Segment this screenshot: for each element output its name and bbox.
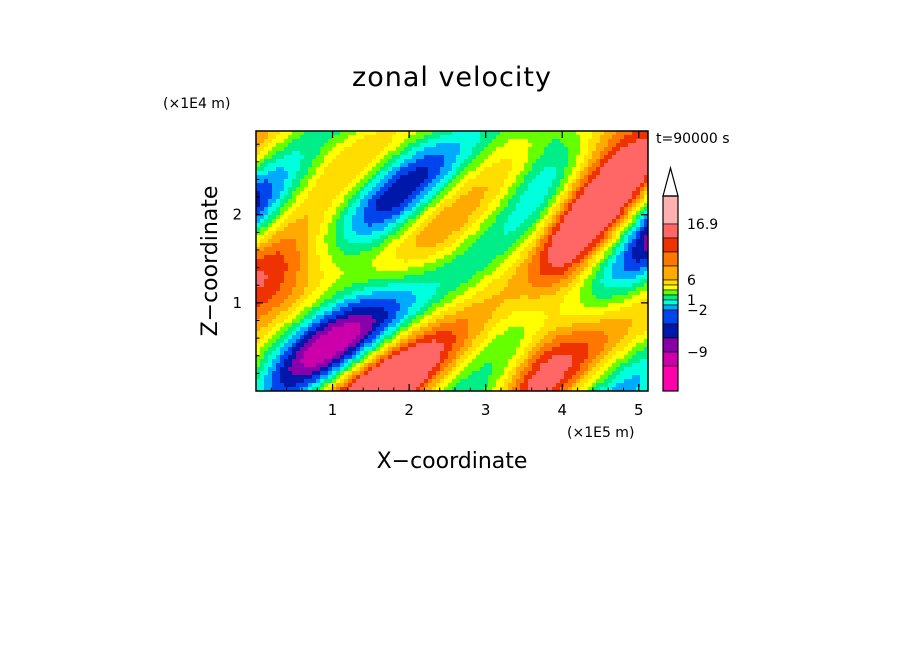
y-unit-label: (×1E4 m) [163,96,230,112]
chart-title: zonal velocity [352,62,552,93]
colorbar-frame [662,195,679,392]
colorbar-label: −2 [687,303,708,319]
colorbar-segment [662,294,679,301]
colorbar-extension [662,165,679,197]
colorbar-segment [662,351,679,367]
colorbar-segment [662,251,679,267]
colorbar-label: −9 [687,345,708,361]
colorbar-label: 6 [687,273,696,289]
x-tick-label: 5 [634,401,644,419]
colorbar-segment [662,284,679,291]
x-tick-label: 3 [481,401,491,419]
x-axis-title: X−coordinate [377,449,528,474]
colorbar-segment [662,223,679,239]
heatmap-field [256,131,648,391]
y-axis-title: Z−coordinate [198,186,223,337]
colorbar-segment [662,279,679,286]
x-axis: 1 2 3 4 5 [270,131,644,419]
colorbar-label: 16.9 [687,217,718,233]
colorbar-label: 1 [687,293,696,309]
colorbar-segment [662,289,679,296]
colorbar-segment [662,323,679,339]
x-unit-label: (×1E5 m) [567,425,634,441]
y-tick-label: 2 [232,206,242,224]
y-tick-label: 1 [232,294,242,312]
colorbar-segment [662,237,679,253]
plot-frame [255,130,649,392]
colorbar-segment [662,299,679,306]
colorbar-segment [662,195,679,225]
colorbar-segment [662,304,679,311]
colorbar-segment [662,309,679,325]
x-tick-label: 2 [404,401,414,419]
x-tick-label: 4 [557,401,567,419]
y-axis: 12 [232,143,648,374]
colorbar-segment [662,265,679,281]
x-tick-label: 1 [328,401,338,419]
colorbar-segment [662,337,679,353]
colorbar-segment [662,365,679,392]
time-label: t=90000 s [656,131,730,147]
heatmap-plot-area [255,130,649,392]
colorbar: 16.9 6 1−2 −9 [662,165,718,392]
